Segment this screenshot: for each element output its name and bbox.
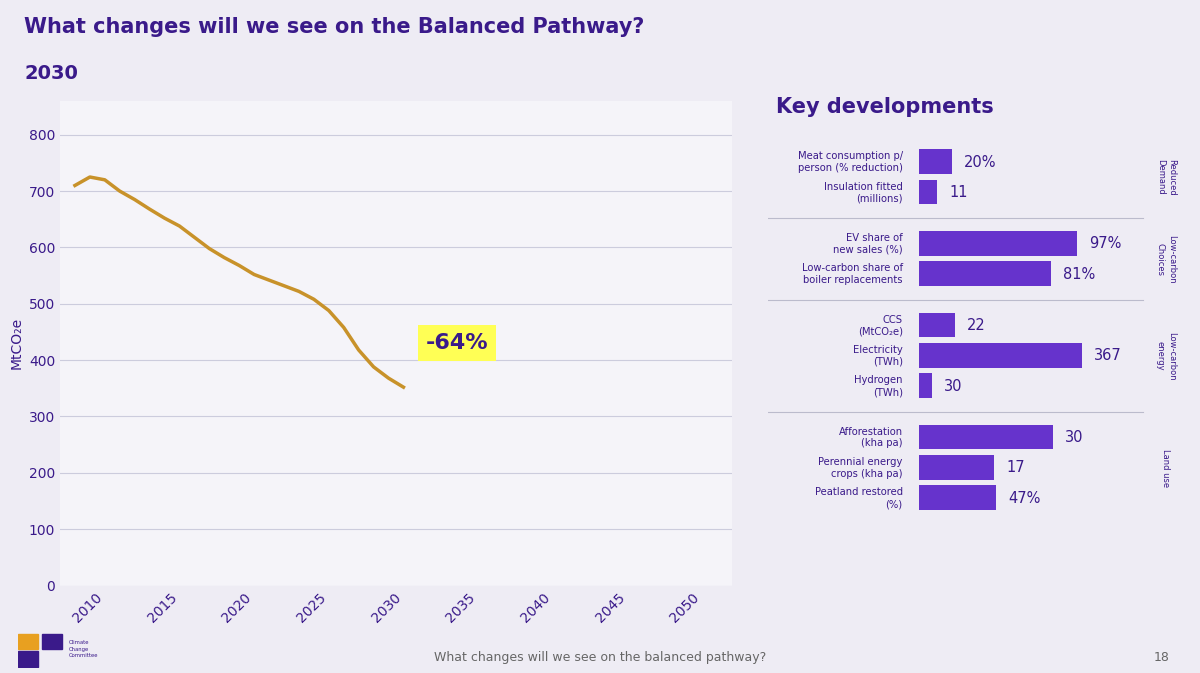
Text: Low-carbon
energy: Low-carbon energy xyxy=(1156,332,1176,380)
Bar xyxy=(919,180,937,205)
Bar xyxy=(919,261,1051,286)
Text: Climate
Change
Committee: Climate Change Committee xyxy=(68,641,98,658)
Bar xyxy=(919,343,1082,367)
Text: Electricity
(TWh): Electricity (TWh) xyxy=(853,345,902,367)
Text: 30: 30 xyxy=(944,379,962,394)
Text: Afforestation
(kha pa): Afforestation (kha pa) xyxy=(839,427,902,448)
Text: 81%: 81% xyxy=(1063,267,1096,282)
Text: Insulation fitted
(millions): Insulation fitted (millions) xyxy=(823,182,902,203)
Bar xyxy=(919,312,955,337)
Bar xyxy=(919,455,994,480)
Text: 30: 30 xyxy=(1066,430,1084,445)
Text: 97%: 97% xyxy=(1090,236,1122,251)
Text: Hydrogen
(TWh): Hydrogen (TWh) xyxy=(854,376,902,397)
Text: Meat consumption p/
person (% reduction): Meat consumption p/ person (% reduction) xyxy=(798,151,902,173)
Text: Key developments: Key developments xyxy=(776,98,994,117)
Bar xyxy=(919,149,952,174)
Bar xyxy=(18,651,38,667)
Text: Peatland restored
(%): Peatland restored (%) xyxy=(815,487,902,509)
Text: 20%: 20% xyxy=(964,155,996,170)
Text: Land use: Land use xyxy=(1162,449,1170,487)
Text: Low-carbon share of
boiler replacements: Low-carbon share of boiler replacements xyxy=(802,263,902,285)
Text: 47%: 47% xyxy=(1008,491,1040,505)
Y-axis label: MtCO₂e: MtCO₂e xyxy=(10,317,23,369)
Text: 2030: 2030 xyxy=(24,64,78,83)
Text: 11: 11 xyxy=(949,185,967,200)
Bar xyxy=(919,425,1052,450)
Bar xyxy=(919,485,996,510)
Text: 22: 22 xyxy=(967,318,986,333)
Text: CCS
(MtCO₂e): CCS (MtCO₂e) xyxy=(858,315,902,336)
Text: 367: 367 xyxy=(1094,349,1122,363)
Text: -64%: -64% xyxy=(426,333,488,353)
Text: What changes will we see on the Balanced Pathway?: What changes will we see on the Balanced… xyxy=(24,17,644,37)
Bar xyxy=(919,374,932,398)
Text: EV share of
new sales (%): EV share of new sales (%) xyxy=(833,233,902,254)
Text: 17: 17 xyxy=(1007,460,1025,475)
Text: Low-carbon
Choices: Low-carbon Choices xyxy=(1156,235,1176,283)
Text: 18: 18 xyxy=(1154,651,1170,664)
Text: What changes will we see on the balanced pathway?: What changes will we see on the balanced… xyxy=(434,651,766,664)
Text: Perennial energy
crops (kha pa): Perennial energy crops (kha pa) xyxy=(818,457,902,479)
Text: Reduced
Demand: Reduced Demand xyxy=(1156,159,1176,196)
Bar xyxy=(919,231,1078,256)
Bar xyxy=(42,633,62,649)
Bar xyxy=(18,633,38,649)
